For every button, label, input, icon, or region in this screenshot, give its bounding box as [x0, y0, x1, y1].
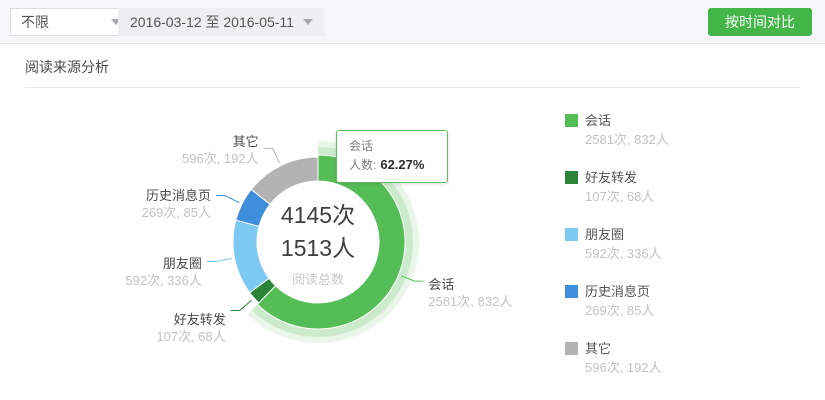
- pie-label: 朋友圈 592次, 336人: [125, 255, 202, 289]
- pie-label-name: 历史消息页: [145, 187, 211, 203]
- pie-label-values: 2581次, 832人: [428, 294, 513, 310]
- chart-tooltip: 会话 人数: 62.27%: [336, 130, 448, 183]
- pie-label-values: 269次, 85人: [141, 204, 211, 220]
- legend-values: 596次, 192人: [585, 360, 662, 375]
- legend-name: 会话: [585, 113, 612, 128]
- tooltip-metric-label: 人数:: [349, 158, 377, 172]
- legend-name: 历史消息页: [585, 284, 651, 299]
- divider: [25, 87, 800, 88]
- pie-label: 历史消息页 269次, 85人: [142, 187, 211, 221]
- legend-item[interactable]: 好友转发 107次, 68人: [565, 169, 669, 205]
- pie-label: 其它 596次, 192人: [182, 133, 259, 167]
- legend-values: 269次, 85人: [585, 303, 655, 318]
- legend-name: 其它: [585, 341, 612, 356]
- legend-swatch: [565, 114, 578, 127]
- total-readers: 1513人: [280, 235, 356, 261]
- tooltip-value: 62.27%: [380, 157, 425, 172]
- pie-label-name: 会话: [428, 277, 455, 293]
- pie-label: 好友转发 107次, 68人: [156, 311, 225, 345]
- pie-label-values: 592次, 336人: [125, 272, 202, 288]
- donut-center-label: 4145次 1513人 阅读总数: [238, 199, 398, 292]
- legend-item[interactable]: 历史消息页 269次, 85人: [565, 283, 669, 319]
- pie-label: 会话 2581次, 832人: [428, 276, 512, 310]
- legend-swatch: [565, 171, 578, 184]
- section-title: 阅读来源分析: [25, 59, 109, 75]
- pie-label-name: 朋友圈: [162, 255, 202, 271]
- legend-values: 592次, 336人: [585, 246, 662, 261]
- total-caption: 阅读总数: [291, 272, 344, 287]
- filter-bar: 不限 2016-03-12 至 2016-05-11 按时间对比: [0, 0, 825, 44]
- date-range-dropdown[interactable]: 2016-03-12 至 2016-05-11: [118, 8, 325, 36]
- compare-by-time-button[interactable]: 按时间对比: [708, 8, 812, 36]
- legend-swatch: [565, 342, 578, 355]
- legend-name: 好友转发: [585, 170, 638, 185]
- pie-label-values: 107次, 68人: [156, 329, 226, 345]
- pie-label-name: 其它: [232, 134, 259, 150]
- legend-item[interactable]: 其它 596次, 192人: [565, 340, 669, 376]
- legend-item[interactable]: 会话 2581次, 832人: [565, 112, 669, 148]
- legend-name: 朋友圈: [585, 227, 625, 242]
- pie-label-name: 好友转发: [173, 312, 226, 328]
- chevron-down-icon: [111, 19, 121, 25]
- pie-label-values: 596次, 192人: [182, 151, 259, 167]
- legend-item[interactable]: 朋友圈 592次, 336人: [565, 226, 669, 262]
- chevron-down-icon: [302, 19, 313, 25]
- date-range-value: 2016-03-12 至 2016-05-11: [130, 14, 294, 30]
- legend-values: 2581次, 832人: [585, 132, 669, 147]
- scope-dropdown[interactable]: 不限: [10, 8, 132, 36]
- legend-swatch: [565, 228, 578, 241]
- legend-values: 107次, 68人: [585, 189, 655, 204]
- tooltip-series-name: 会话: [349, 139, 374, 153]
- legend-swatch: [565, 285, 578, 298]
- total-reads: 4145次: [280, 202, 356, 228]
- chart-legend: 会话 2581次, 832人 好友转发 107次, 68人 朋友圈 592次, …: [565, 112, 669, 397]
- scope-dropdown-value: 不限: [21, 14, 49, 30]
